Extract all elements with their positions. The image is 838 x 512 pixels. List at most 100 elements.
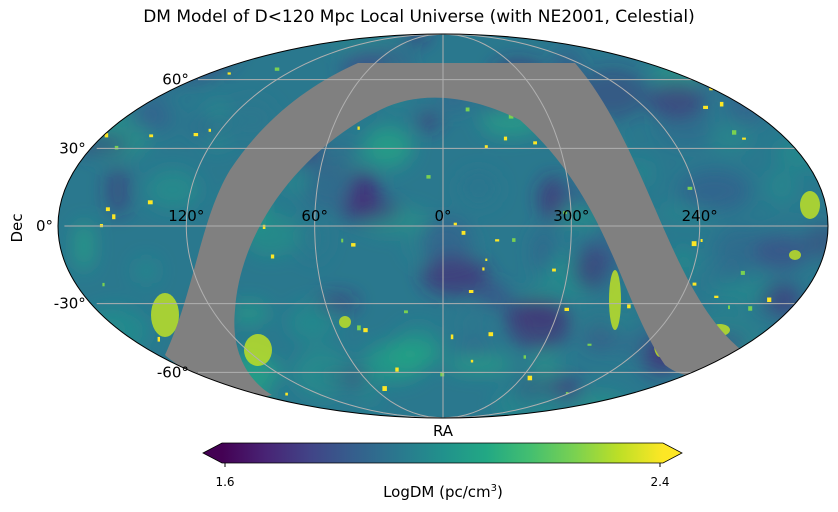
dec-tick-labels: 60° 30° 0° -30° -60°	[36, 71, 189, 382]
dm-hotspot	[339, 316, 351, 328]
dm-patch	[58, 109, 91, 128]
dm-pixel-spot	[227, 72, 231, 75]
dm-patch	[679, 169, 750, 212]
dm-pixel-spot	[767, 297, 772, 302]
dm-patch	[739, 35, 777, 76]
dm-pixel-spot	[114, 145, 119, 150]
dm-pixel-spot	[270, 254, 275, 259]
dm-pixel-spot	[703, 105, 708, 109]
dec-tick-label: -30°	[54, 295, 86, 313]
dm-patch	[176, 395, 226, 417]
ra-gridline	[314, 33, 444, 419]
dm-hotspot	[789, 250, 801, 260]
ra-tick-label: 0°	[434, 207, 451, 225]
colorbar-label: LogDM (pc/cm3)	[383, 483, 503, 501]
dm-pixel-spot	[533, 141, 537, 145]
dm-pixel-spot	[719, 101, 724, 107]
dm-patch	[767, 42, 797, 72]
x-axis-label: RA	[433, 422, 454, 440]
dec-tick-label: -60°	[157, 363, 189, 381]
dm-pixel-spot	[753, 61, 758, 66]
ra-tick-label: 120°	[168, 207, 204, 225]
dm-pixel-spot	[485, 258, 488, 261]
dm-pixel-spot	[742, 137, 746, 140]
dec-tick-label: 60°	[162, 71, 189, 89]
dm-pixel-spot	[382, 386, 387, 391]
dm-pixel-spot	[149, 134, 154, 138]
dm-pixel-spot	[482, 267, 485, 271]
dm-pixel-spot	[503, 136, 508, 141]
dm-patch	[765, 167, 798, 205]
y-axis-label: Dec	[8, 213, 26, 242]
dm-pixel-spot	[426, 175, 431, 179]
dec-tick-label: 30°	[59, 139, 86, 157]
dm-pixel-spot	[112, 214, 116, 220]
dm-patch	[532, 228, 554, 276]
chart-title: DM Model of D<120 Mpc Local Universe (wi…	[143, 7, 695, 27]
dm-pixel-spot	[748, 306, 753, 311]
dm-pixel-spot	[274, 67, 280, 71]
dm-pixel-spot	[461, 230, 466, 235]
dm-patch	[446, 355, 514, 374]
dm-patch	[105, 164, 130, 217]
colorbar-label-sup: 3	[491, 483, 497, 494]
colorbar-label-suffix: )	[497, 483, 503, 501]
dm-patch	[458, 171, 500, 208]
dm-pixel-spot	[440, 371, 445, 377]
dm-patch	[96, 55, 153, 96]
dm-pixel-spot	[404, 310, 408, 314]
dm-patch	[806, 34, 828, 72]
dm-patch	[770, 34, 822, 65]
dm-patch	[754, 233, 807, 271]
dm-patch	[781, 36, 804, 88]
dm-pixel-spot	[363, 328, 368, 333]
dm-pixel-spot	[740, 270, 745, 275]
dm-patch	[709, 122, 752, 153]
dm-pixel-spot	[732, 130, 737, 135]
dm-pixel-spot	[147, 200, 153, 205]
dm-hotspot	[609, 270, 621, 330]
dm-pixel-spot	[744, 348, 749, 352]
dm-pixel-spot	[470, 359, 474, 363]
dm-pixel-spot	[357, 325, 361, 331]
ra-gridline	[442, 33, 572, 419]
dm-patch	[529, 349, 561, 389]
colorbar-extend-max	[663, 443, 682, 463]
colorbar-body	[222, 443, 663, 463]
dm-patch	[417, 111, 440, 131]
dm-pixel-spot	[285, 392, 288, 396]
dm-patch	[714, 227, 768, 270]
dm-pixel-spot	[692, 282, 697, 286]
dm-patch	[452, 305, 493, 340]
ra-gridline	[185, 33, 444, 419]
dm-pixel-spot	[714, 295, 719, 298]
dm-patch	[477, 283, 510, 307]
dm-pixel-spot	[465, 107, 470, 112]
dm-patch	[802, 224, 828, 259]
dm-pixel-spot	[563, 211, 567, 215]
dm-pixel-spot	[208, 128, 211, 132]
colorbar-tick-label-min: 1.6	[215, 475, 234, 489]
colorbar-tick-label-max: 2.4	[650, 475, 669, 489]
dm-pixel-spot	[782, 88, 787, 92]
dm-pixel-spot	[341, 238, 344, 243]
dm-patch	[574, 392, 630, 418]
dm-pixel-spot	[395, 367, 399, 372]
dm-patch	[760, 283, 801, 316]
dm-patch	[538, 176, 568, 220]
dm-pixel-spot	[453, 222, 457, 226]
dm-patch	[186, 34, 236, 56]
dm-pixel-spot	[552, 268, 556, 272]
ra-tick-labels: 120° 60° 0° 300° 240°	[168, 207, 718, 225]
ra-gridline	[442, 33, 701, 419]
dm-patch	[459, 339, 491, 358]
dm-patch	[177, 34, 240, 63]
dm-pixel-spot	[495, 239, 500, 242]
dm-patch	[332, 140, 353, 171]
dm-patch	[145, 169, 200, 210]
dm-pixel-spot	[700, 239, 703, 242]
dm-hotspot	[244, 334, 272, 366]
dm-pixel-spot	[193, 133, 199, 137]
dm-patch	[495, 383, 566, 418]
dm-patch	[699, 70, 768, 87]
